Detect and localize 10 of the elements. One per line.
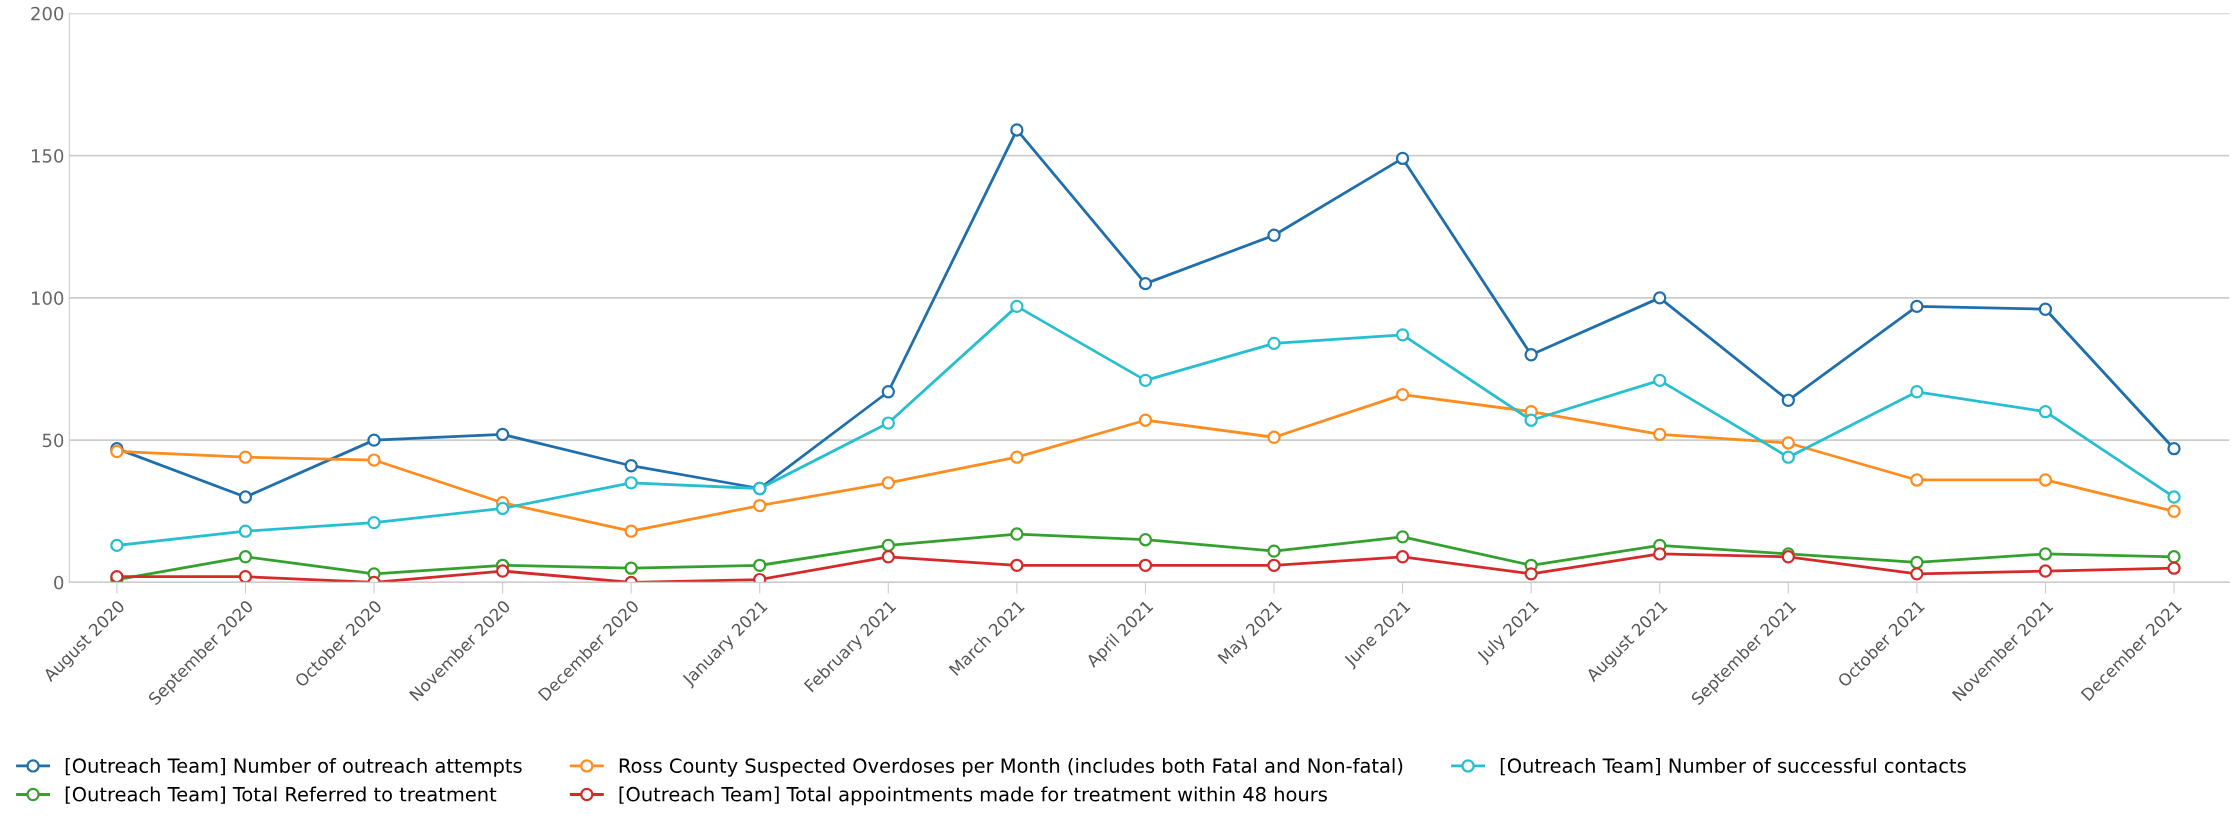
legend-label: [Outreach Team] Total Referred to treatment [65,786,497,804]
y-tick-label: 200 [31,6,64,21]
legend-label: [Outreach Team] Number of outreach attempts [65,757,522,777]
legend-label: Ross County Suspected Overdoses per Month (includes both Fatal and Non-fatal) [619,757,1403,777]
y-tick-label: 0 [54,575,64,590]
y-tick-label: 150 [31,149,64,163]
legend-label: [Outreach Team] Number of successful contacts [1500,757,1966,776]
y-tick-label: 100 [31,291,64,305]
y-tick-label: 50 [42,433,64,448]
legend-label: [Outreach Team] Total appointments made for treatment within 48 hours [619,786,1327,806]
